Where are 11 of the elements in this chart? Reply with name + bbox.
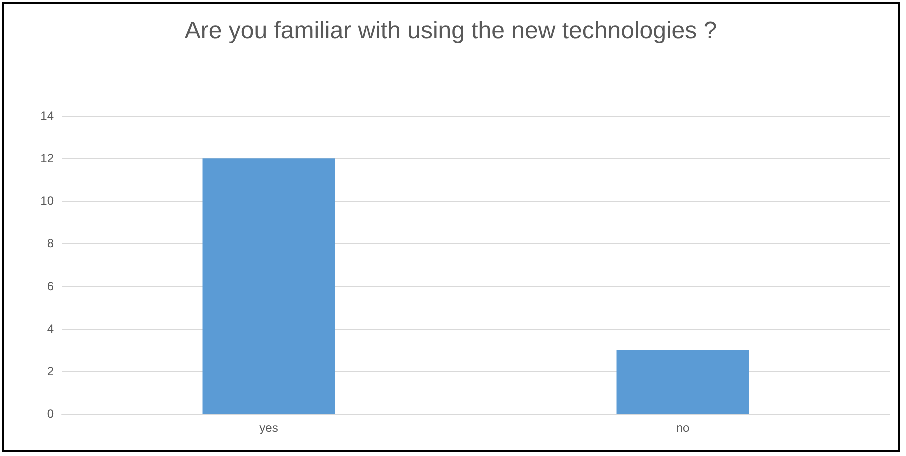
x-tick-label: yes — [260, 421, 278, 435]
y-tick-label: 14 — [40, 109, 54, 123]
x-tick-label: no — [676, 421, 690, 435]
y-tick-label: 6 — [47, 279, 54, 294]
chart-title: Are you familiar with using the new technologies ? — [184, 18, 718, 44]
y-tick-label: 2 — [47, 364, 54, 378]
y-tick-label: 12 — [40, 152, 54, 166]
y-tick-label: 8 — [47, 236, 54, 251]
y-tick-label: 0 — [47, 407, 54, 421]
y-tick-label: 4 — [47, 322, 54, 336]
y-tick-label: 10 — [40, 194, 54, 208]
